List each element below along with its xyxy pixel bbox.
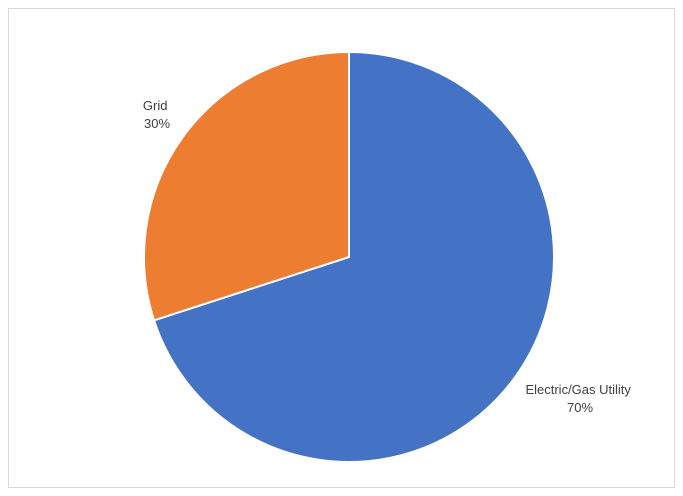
pie-slice-grid bbox=[143, 50, 350, 322]
slice-label-electric-gas-utility: Electric/Gas Utility 70% bbox=[525, 382, 634, 415]
slice-label-grid-percent: 30% bbox=[144, 116, 170, 131]
slice-label-electric-gas-utility-name: Electric/Gas Utility bbox=[525, 382, 631, 397]
slice-label-grid-name: Grid bbox=[143, 98, 168, 113]
pie-labels: Electric/Gas Utility 70% Grid 30% bbox=[143, 98, 634, 415]
slice-label-electric-gas-utility-percent: 70% bbox=[567, 400, 593, 415]
pie-slice-electric-gas-utility bbox=[152, 50, 555, 463]
slice-label-grid: Grid 30% bbox=[143, 98, 171, 131]
pie-slices bbox=[143, 50, 555, 463]
